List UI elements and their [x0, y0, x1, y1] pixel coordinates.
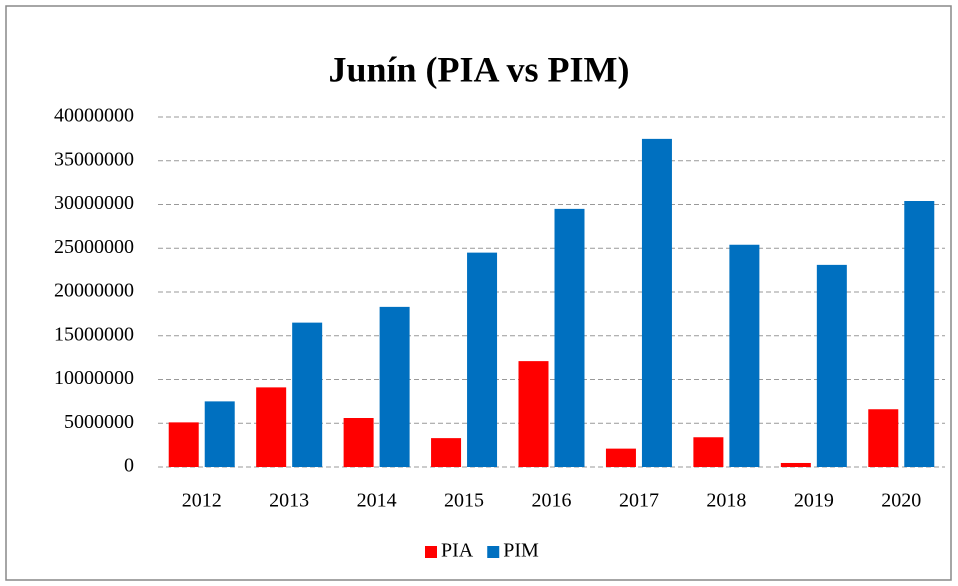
y-tick-label: 35000000	[54, 148, 134, 170]
bar	[292, 322, 323, 467]
y-tick-label: 15000000	[54, 323, 134, 345]
y-tick-label: 0	[124, 455, 134, 477]
bar	[641, 138, 672, 467]
legend-swatch	[487, 546, 500, 558]
bar	[868, 409, 899, 467]
y-tick-label: 25000000	[54, 236, 134, 258]
bar	[379, 306, 410, 467]
bar	[780, 462, 811, 467]
legend-label: PIA	[441, 540, 474, 562]
x-tick-label: 2015	[444, 490, 484, 512]
x-tick-label: 2019	[794, 490, 834, 512]
y-tick-label: 20000000	[54, 280, 134, 302]
bar	[168, 422, 199, 467]
x-tick-label: 2020	[881, 490, 921, 512]
bar	[554, 208, 585, 467]
bar	[431, 438, 462, 467]
y-tick-label: 10000000	[54, 367, 134, 389]
bar	[518, 361, 549, 467]
y-tick-label: 40000000	[54, 105, 134, 127]
legend-swatch	[425, 546, 437, 558]
bar	[467, 252, 498, 467]
legend-label: PIM	[503, 540, 539, 562]
bar	[904, 201, 935, 467]
x-tick-label: 2018	[706, 490, 746, 512]
x-tick-label: 2014	[357, 490, 397, 512]
y-tick-label: 30000000	[54, 192, 134, 214]
bar	[605, 448, 636, 467]
x-tick-label: 2012	[182, 490, 222, 512]
y-tick-label: 5000000	[64, 411, 134, 433]
bar	[729, 244, 760, 467]
x-tick-label: 2016	[532, 490, 572, 512]
bar	[693, 437, 724, 467]
x-tick-label: 2017	[619, 490, 659, 512]
bar	[204, 401, 235, 467]
x-tick-label: 2013	[269, 490, 309, 512]
bar	[816, 264, 847, 467]
chart-title: Junín (PIA vs PIM)	[328, 49, 629, 89]
bar	[256, 387, 287, 467]
bar	[343, 418, 374, 467]
